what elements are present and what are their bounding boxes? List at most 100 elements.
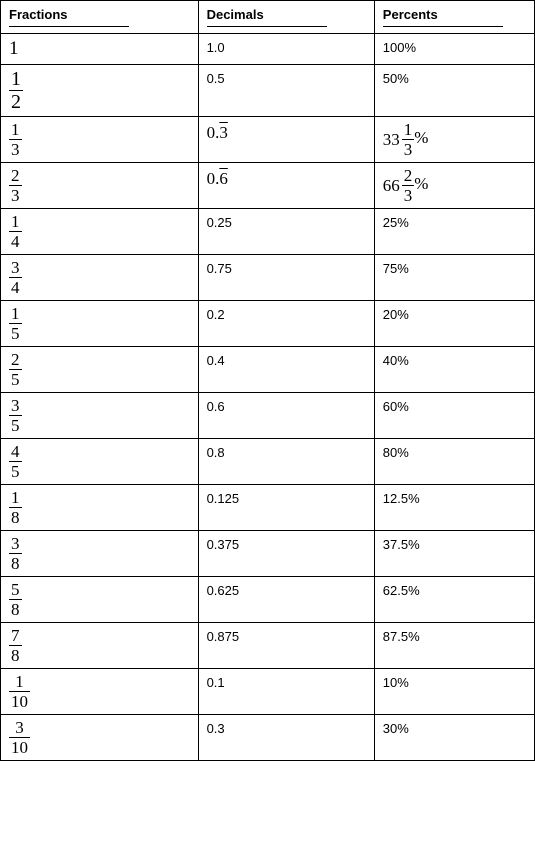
fraction: 45: [9, 443, 22, 480]
fraction-denominator: 8: [9, 646, 22, 664]
percent-value: 50%: [383, 71, 409, 86]
table-body: 11.0100%120.550%130.33313%230.66623%140.…: [1, 34, 535, 761]
fraction-denominator: 5: [9, 370, 22, 388]
percent-value: 25%: [383, 215, 409, 230]
percent-cell: 12.5%: [374, 485, 534, 531]
fraction: 35: [9, 397, 22, 434]
percent-cell: 37.5%: [374, 531, 534, 577]
decimal-value: 0.3: [207, 721, 225, 736]
decimal-value: 0.1: [207, 675, 225, 690]
fraction-denominator: 2: [9, 91, 23, 112]
percent-value: 40%: [383, 353, 409, 368]
table-row: 120.550%: [1, 65, 535, 117]
header-percents: Percents: [374, 1, 534, 34]
fraction: 38: [9, 535, 22, 572]
percent-cell: 60%: [374, 393, 534, 439]
percent-cell: 75%: [374, 255, 534, 301]
fraction-cell: 78: [1, 623, 199, 669]
decimal-value: 0.6: [207, 169, 228, 188]
table-row: 1 1.0 100%: [1, 34, 535, 65]
decimal-value: 0.25: [207, 215, 232, 230]
header-percents-label: Percents: [383, 7, 438, 22]
percent-value: 12.5%: [383, 491, 420, 506]
fraction-cell: 12: [1, 65, 199, 117]
fraction: 34: [9, 259, 22, 296]
fraction-cell: 310: [1, 715, 199, 761]
header-decimals: Decimals: [198, 1, 374, 34]
fraction-denominator: 5: [9, 416, 22, 434]
decimal-value: 0.875: [207, 629, 240, 644]
fraction-cell: 1: [1, 34, 199, 65]
fraction: 14: [9, 213, 22, 250]
fraction-denominator: 8: [9, 554, 22, 572]
table-row: 580.625 62.5%: [1, 577, 535, 623]
fraction: 12: [9, 69, 23, 112]
fraction-numerator: 2: [9, 167, 22, 186]
table-row: 15 0.2 20%: [1, 301, 535, 347]
percent-value: 75%: [383, 261, 409, 276]
percent-sign: %: [414, 174, 428, 193]
fraction: 78: [9, 627, 22, 664]
percent-value: 30%: [383, 721, 409, 736]
decimal-value: 1.0: [207, 40, 225, 55]
fraction: 13: [9, 121, 22, 158]
table-row: 230.66623%: [1, 163, 535, 209]
fraction-cell: 45: [1, 439, 199, 485]
decimal-value: 0.6: [207, 399, 225, 414]
fraction: 18: [9, 489, 22, 526]
percent-value: 3313%: [383, 128, 429, 147]
fraction-denominator: 8: [9, 508, 22, 526]
fraction-numerator: 2: [402, 167, 415, 186]
fraction-cell: 35: [1, 393, 199, 439]
percent-cell: 40%: [374, 347, 534, 393]
fraction-numerator: 3: [9, 397, 22, 416]
fraction-numerator: 2: [9, 351, 22, 370]
percent-value: 6623%: [383, 174, 429, 193]
decimal-cell: 0.625: [198, 577, 374, 623]
fraction-cell: 23: [1, 163, 199, 209]
percent-value: 100%: [383, 40, 416, 55]
decimal-cell: 0.8: [198, 439, 374, 485]
decimal-cell: 0.3: [198, 715, 374, 761]
fraction-numerator: 7: [9, 627, 22, 646]
percent-cell: 100%: [374, 34, 534, 65]
fraction: 25: [9, 351, 22, 388]
percent-cell: 62.5%: [374, 577, 534, 623]
fraction-cell: 58: [1, 577, 199, 623]
decimal-value: 0.2: [207, 307, 225, 322]
header-underline: [383, 26, 503, 27]
percent-value: 62.5%: [383, 583, 420, 598]
decimal-cell: 0.1: [198, 669, 374, 715]
percent-value: 37.5%: [383, 537, 420, 552]
table-row: 38 0.375 37.5%: [1, 531, 535, 577]
table-row: 250.440%: [1, 347, 535, 393]
fraction-numerator: 3: [9, 259, 22, 278]
conversion-table: Fractions Decimals Percents 11.0100%120.…: [0, 0, 535, 761]
decimal-cell: 1.0: [198, 34, 374, 65]
fraction-denominator: 3: [402, 186, 415, 204]
table-row: 780.87587.5%: [1, 623, 535, 669]
fraction: 13: [402, 121, 415, 158]
whole-number: 1: [9, 38, 19, 59]
repeating-digit: 6: [219, 169, 228, 188]
table-row: 13 0.3 3313%: [1, 117, 535, 163]
fraction-denominator: 10: [9, 692, 30, 710]
fraction-denominator: 5: [9, 462, 22, 480]
fraction-cell: 25: [1, 347, 199, 393]
decimal-value: 0.3: [207, 123, 228, 142]
fraction-cell: 14: [1, 209, 199, 255]
percent-cell: 10%: [374, 669, 534, 715]
percent-value: 60%: [383, 399, 409, 414]
percent-cell: 20%: [374, 301, 534, 347]
fraction: 110: [9, 673, 30, 710]
fraction-cell: 15: [1, 301, 199, 347]
decimal-cell: 0.75: [198, 255, 374, 301]
table-row: 14 0.25 25%: [1, 209, 535, 255]
decimal-cell: 0.6: [198, 393, 374, 439]
decimal-value: 0.375: [207, 537, 240, 552]
decimal-value: 0.125: [207, 491, 240, 506]
fraction-numerator: 1: [402, 121, 415, 140]
decimal-value: 0.75: [207, 261, 232, 276]
fraction-numerator: 1: [9, 305, 22, 324]
decimal-cell: 0.3: [198, 117, 374, 163]
